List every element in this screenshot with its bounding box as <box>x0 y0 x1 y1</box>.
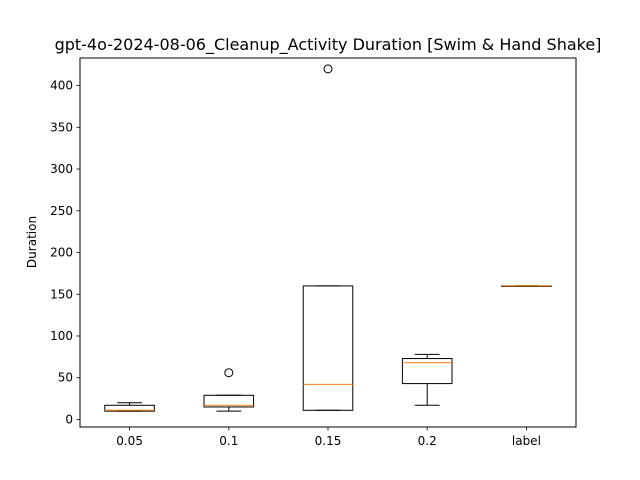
x-tick-label: 0.05 <box>116 434 143 448</box>
x-tick-label: 0.15 <box>315 434 342 448</box>
box-group <box>302 64 354 411</box>
box-group <box>401 353 453 406</box>
y-tick-label: 250 <box>50 204 73 218</box>
box-group <box>501 285 552 287</box>
box-group <box>203 368 255 412</box>
box <box>401 358 453 385</box>
box-group <box>104 402 155 412</box>
outlier-point <box>323 64 333 74</box>
y-tick-label: 300 <box>50 162 73 176</box>
y-tick-label: 100 <box>50 329 73 343</box>
box <box>104 404 155 412</box>
y-tick-label: 400 <box>50 79 73 93</box>
y-tick-label: 50 <box>58 371 73 385</box>
box <box>203 394 255 408</box>
outlier-point <box>224 368 234 378</box>
x-tick-label: 0.2 <box>418 434 437 448</box>
y-axis-label: Duration <box>25 216 39 268</box>
x-axis: 0.05 0.1 0.15 0.2 label <box>116 427 541 448</box>
plot-area <box>104 64 552 412</box>
x-tick-label: label <box>512 434 541 448</box>
y-tick-label: 200 <box>50 246 73 260</box>
y-tick-label: 150 <box>50 287 73 301</box>
y-tick-label: 350 <box>50 120 73 134</box>
y-tick-label: 0 <box>65 412 73 426</box>
chart-title: gpt-4o-2024-08-06_Cleanup_Activity Durat… <box>55 35 602 55</box>
x-tick-label: 0.1 <box>219 434 238 448</box>
box <box>302 285 354 411</box>
y-axis: 0 50 100 150 200 250 300 350 400 <box>50 79 80 426</box>
